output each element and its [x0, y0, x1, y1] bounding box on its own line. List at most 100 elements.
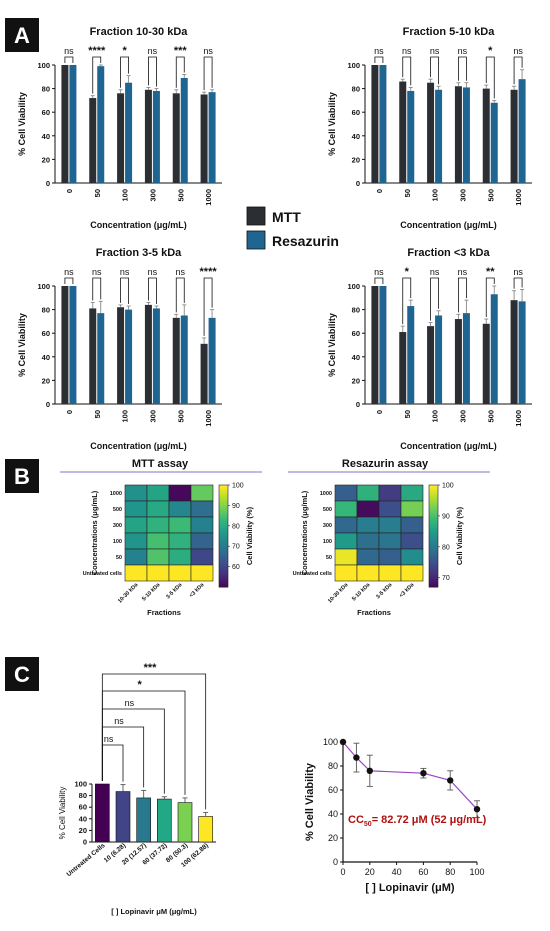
bar-mtt	[399, 81, 407, 183]
heatmap-y-label: Concentrations (μg/mL)	[300, 490, 309, 575]
x-tick-label: 100	[469, 867, 484, 877]
colorbar-segment	[429, 536, 438, 540]
colorbar-segment	[429, 492, 438, 496]
bar-mtt	[454, 319, 462, 404]
panel-label-a: A	[5, 18, 39, 52]
colorbar-segment	[219, 581, 228, 585]
heatmap-y-tick: 300	[323, 523, 332, 529]
colorbar-tick-label: 80	[232, 523, 240, 530]
significance-bracket	[148, 277, 157, 305]
significance-bracket	[64, 277, 74, 284]
chart-c1: 0 20 40 60 80 100 % Cell Viability Untreated Ce…	[58, 662, 216, 916]
colorbar-segment	[429, 551, 438, 555]
y-tick-label: 20	[352, 376, 360, 385]
heatmap-y-tick: 50	[116, 555, 122, 561]
colorbar-tick-label: 60	[232, 564, 240, 571]
heatmap-cell	[146, 516, 170, 534]
heatmap-cell	[190, 532, 214, 550]
bar-mtt	[427, 82, 435, 183]
x-tick-label: 0	[65, 410, 74, 414]
bar-mtt	[399, 332, 407, 404]
heatmap-cell	[356, 516, 380, 534]
heatmap-x-tick: <3 kDa	[189, 582, 207, 600]
significance-bracket	[92, 277, 102, 301]
chart-b1: MTT assay 1000 500 300 100 50 Untreated cells 1…	[60, 458, 262, 617]
colorbar-tick-label: 70	[232, 544, 240, 551]
colorbar-segment	[219, 502, 228, 506]
series-line	[342, 741, 478, 810]
colorbar-segment	[219, 576, 228, 580]
colorbar-segment	[219, 556, 228, 560]
bar-mtt	[200, 94, 208, 183]
bar-mtt	[510, 300, 518, 404]
bar-resazurin	[125, 82, 133, 183]
heatmap-cell	[400, 484, 424, 502]
colorbar-segment	[429, 546, 438, 550]
significance-bracket	[374, 56, 384, 63]
y-tick-label: 0	[46, 179, 50, 188]
bar-resazurin	[69, 65, 77, 183]
chart-title: Fraction 5-10 kDa	[403, 26, 496, 38]
bar-resazurin	[97, 313, 105, 404]
heatmap-x-tick: 10-30 kDa	[327, 582, 350, 605]
heatmap-cell	[124, 500, 148, 518]
bar-mtt	[89, 308, 97, 404]
cc50-subscript: 50	[364, 821, 372, 828]
heatmap-cell	[124, 484, 148, 502]
heatmap-x-tick: 5-10 kDa	[351, 582, 372, 603]
colorbar-segment	[219, 487, 228, 491]
colorbar-segment	[219, 569, 228, 573]
colorbar-segment	[429, 561, 438, 565]
heatmap-cell	[334, 484, 358, 502]
heatmap-cell	[124, 548, 148, 566]
heatmap-y-label: Concentrations (μg/mL)	[90, 490, 99, 575]
colorbar-segment	[429, 528, 438, 532]
chart-a4: Fraction <3 kDa 0 20 40 60 80 100 % Cell Viabil…	[327, 247, 532, 451]
bar-resazurin	[462, 313, 470, 404]
bar-resazurin	[69, 286, 77, 404]
significance-bracket	[64, 56, 74, 63]
y-tick-label: 20	[352, 155, 360, 164]
colorbar-label: Cell Viability (%)	[455, 506, 464, 565]
colorbar-segment	[219, 533, 228, 537]
significance-bracket	[120, 277, 129, 305]
significance-bracket	[203, 277, 213, 336]
heatmap-cell	[400, 532, 424, 550]
colorbar-segment	[219, 505, 228, 509]
heatmap-cell	[356, 484, 380, 502]
colorbar-segment	[219, 528, 228, 532]
colorbar-segment	[219, 510, 228, 514]
colorbar-segment	[429, 490, 438, 494]
bar-resazurin	[180, 77, 188, 183]
heatmap-cell	[400, 548, 424, 566]
significance-label: ns	[430, 46, 440, 56]
significance-bracket	[513, 277, 523, 289]
heatmap-title: MTT assay	[132, 458, 189, 470]
x-tick-label: 300	[458, 410, 467, 423]
significance-label: ****	[200, 266, 218, 278]
heatmap-cell	[168, 548, 192, 566]
bar-mtt	[144, 304, 152, 404]
significance-label: ns	[92, 267, 102, 277]
significance-label: ns	[513, 46, 523, 56]
x-tick-label: 50	[403, 410, 412, 418]
y-tick-label: 20	[79, 826, 87, 835]
y-axis-label: % Cell Viability	[17, 92, 27, 156]
colorbar-segment	[219, 571, 228, 575]
x-axis-label: Concentration (μg/mL)	[90, 441, 187, 451]
bar-mtt	[371, 65, 379, 183]
colorbar-segment	[429, 510, 438, 514]
heatmap-cell	[146, 484, 170, 502]
heatmap-cell	[400, 500, 424, 518]
cc50-annotation: CC50= 82.72 μM (52 μg/mL)	[348, 814, 487, 828]
colorbar-segment	[219, 525, 228, 529]
heatmap-y-tick: 500	[323, 507, 332, 513]
chart-title: Fraction 10-30 kDa	[90, 26, 189, 38]
x-tick-label: 50	[93, 410, 102, 418]
chart-title: Fraction 3-5 kDa	[96, 247, 182, 259]
x-tick-label: 100	[121, 189, 130, 202]
bar-resazurin	[407, 306, 415, 404]
y-tick-label: 100	[74, 780, 87, 789]
data-point	[473, 806, 481, 813]
significance-bracket	[101, 744, 124, 782]
